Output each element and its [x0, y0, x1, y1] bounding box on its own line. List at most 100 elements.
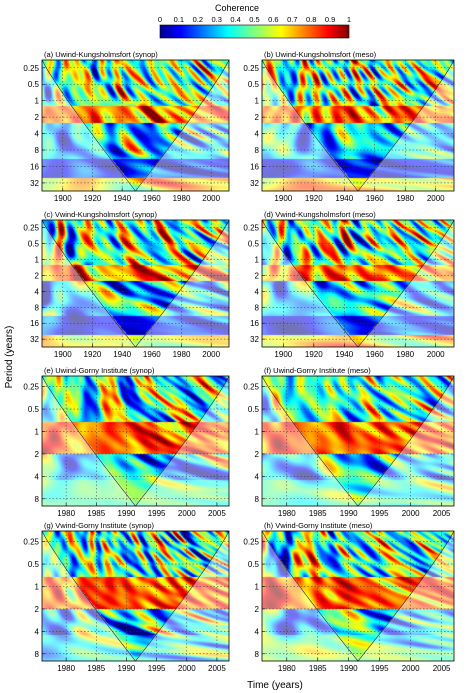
y-tick-label: 1 [255, 427, 260, 436]
y-tick-label: 0.5 [248, 80, 260, 89]
y-tick-label: 8 [255, 495, 260, 504]
colorbar-tick-label: 1 [347, 15, 351, 24]
coherence-field [42, 60, 229, 191]
x-tick-label: 1960 [143, 194, 161, 203]
coherence-field [42, 531, 229, 661]
x-tick-label: 2005 [208, 509, 226, 518]
panel-frame [261, 219, 455, 348]
colorbar-tick-label: 0.1 [174, 15, 184, 24]
y-tick-label: 16 [30, 162, 39, 171]
colorbar: Coherence 0 0.1 0.2 0.3 0.4 0.5 0.6 0.7 0.8 0.9 1 [158, 3, 351, 39]
x-tick-label: 1980 [173, 350, 191, 359]
y-tick-label: 1 [255, 97, 260, 106]
y-tick-label: 2 [35, 605, 40, 614]
y-tick-label: 4 [35, 287, 40, 296]
y-tick-label: 1 [35, 255, 40, 264]
x-axis-label: Time (years) [247, 680, 303, 691]
y-tick-label: 2 [35, 271, 40, 280]
x-tick-label: 1940 [335, 350, 353, 359]
x-tick-label: 1960 [143, 350, 161, 359]
panel-e: (e) Uwind-Gorny Institute (synop) 0.25 0.5… [23, 366, 230, 518]
x-tick-label: 2000 [178, 664, 196, 673]
y-tick-label: 0.5 [248, 560, 260, 569]
x-tick-label: 1920 [84, 194, 102, 203]
x-tick-label: 1985 [309, 664, 327, 673]
x-tick-label: 1960 [366, 194, 384, 203]
y-tick-label: 8 [255, 146, 260, 155]
x-tick-label: 2000 [427, 350, 445, 359]
y-tick-label: 4 [255, 472, 260, 481]
y-tick-label: 0.5 [28, 560, 40, 569]
x-tick-label: 1940 [113, 350, 131, 359]
panel-f: (f) Uwind-Gorny Institute (meso) 0.25 0.5 1… [243, 366, 455, 518]
x-tick-label: 2000 [202, 194, 220, 203]
y-tick-label: 2 [255, 450, 260, 459]
x-tick-label: 2000 [178, 509, 196, 518]
y-tick-label: 4 [35, 472, 40, 481]
y-tick-label: 2 [255, 271, 260, 280]
panel-g: (g) Vwind-Gorny Institute (synop) 0.25 0.5… [23, 521, 230, 673]
y-tick-label: 0.25 [23, 383, 39, 392]
y-tick-label: 0.5 [28, 405, 40, 414]
coherence-field [262, 531, 454, 661]
y-tick-label: 16 [250, 319, 259, 328]
x-tick-label: 1900 [274, 350, 292, 359]
y-tick-label: 2 [35, 113, 40, 122]
x-tick-label: 1995 [148, 664, 166, 673]
coherence-field [42, 376, 229, 506]
x-tick-label: 1980 [173, 194, 191, 203]
panel-d: (d) Vwind-Kungsholmsfort (meso) 0.25 0.5 1 2… [243, 210, 455, 359]
y-tick-label: 2 [35, 450, 40, 459]
x-tick-label: 1980 [57, 664, 75, 673]
colorbar-tick-label: 0.2 [193, 15, 203, 24]
panel-title: (h) Vwind-Gorny Institute (meso) [264, 521, 373, 530]
y-tick-label: 0.25 [23, 538, 39, 547]
y-tick-label: 1 [35, 427, 40, 436]
x-tick-label: 2000 [402, 664, 420, 673]
y-tick-label: 2 [255, 605, 260, 614]
x-tick-label: 1980 [396, 194, 414, 203]
coherence-field [262, 60, 454, 191]
y-tick-label: 0.25 [243, 224, 259, 233]
x-tick-label: 2005 [433, 509, 451, 518]
colorbar-tick-labels: 0 0.1 0.2 0.3 0.4 0.5 0.6 0.7 0.8 0.9 1 [158, 15, 351, 24]
x-tick-label: 1995 [371, 509, 389, 518]
y-tick-label: 2 [255, 113, 260, 122]
y-tick-label: 1 [255, 255, 260, 264]
panel-h: (h) Vwind-Gorny Institute (meso) 0.25 0.5 1… [243, 521, 455, 673]
y-tick-label: 0.25 [243, 538, 259, 547]
y-tick-label: 32 [250, 335, 259, 344]
colorbar-tick-label: 0.8 [306, 15, 316, 24]
y-tick-label: 0.25 [243, 64, 259, 73]
y-tick-label: 4 [255, 287, 260, 296]
colorbar-tick-label: 0 [158, 15, 162, 24]
coherence-field [262, 376, 454, 506]
colorbar-tick-label: 0.7 [287, 15, 297, 24]
panel-a: (a) Uwind-Kungsholmsfort (synop) 0.25 0.5 1… [23, 50, 230, 203]
x-tick-label: 2005 [208, 664, 226, 673]
panel-title: (g) Vwind-Gorny Institute (synop) [44, 521, 155, 530]
panel-title: (d) Vwind-Kungsholmsfort (meso) [264, 210, 376, 219]
y-tick-label: 4 [255, 130, 260, 139]
x-tick-label: 1990 [118, 509, 136, 518]
x-tick-label: 2000 [427, 194, 445, 203]
y-tick-label: 1 [35, 97, 40, 106]
y-tick-label: 4 [35, 130, 40, 139]
y-tick-label: 8 [35, 495, 40, 504]
x-tick-label: 2005 [433, 664, 451, 673]
y-tick-label: 16 [30, 319, 39, 328]
colorbar-title: Coherence [215, 3, 259, 13]
x-tick-label: 2000 [402, 509, 420, 518]
y-tick-label: 8 [255, 303, 260, 312]
x-tick-label: 1980 [396, 350, 414, 359]
x-tick-label: 1920 [84, 350, 102, 359]
panel-title: (f) Uwind-Gorny Institute (meso) [264, 366, 371, 375]
panel-frame [261, 375, 455, 507]
x-tick-label: 1920 [305, 194, 323, 203]
x-tick-label: 1990 [340, 664, 358, 673]
x-tick-label: 1985 [87, 509, 105, 518]
panel-frame [261, 530, 455, 662]
y-tick-label: 0.5 [28, 239, 40, 248]
x-tick-label: 1990 [118, 664, 136, 673]
y-tick-label: 1 [35, 582, 40, 591]
